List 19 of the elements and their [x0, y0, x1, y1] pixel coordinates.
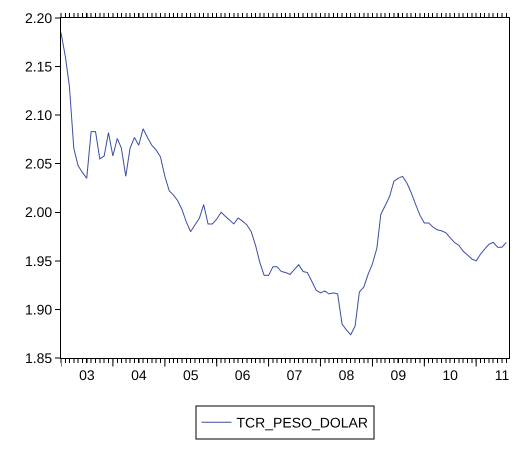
line-series	[61, 32, 507, 336]
y-tick-label: 2.20	[24, 10, 52, 26]
y-tick-label: 2.05	[24, 156, 52, 172]
x-tick-label: 10	[442, 366, 458, 383]
y-tick-label: 1.90	[24, 301, 52, 318]
x-tick-label: 07	[286, 366, 302, 383]
x-tick-label: 04	[131, 366, 147, 383]
y-tick-label: 2.00	[24, 204, 52, 220]
x-tick-label: 11	[494, 366, 510, 383]
y-tick-label: 1.95	[24, 252, 52, 269]
legend-label: TCR_PESO_DOLAR	[236, 414, 368, 431]
x-tick-label: 06	[234, 366, 251, 383]
x-tick-label: 08	[338, 366, 354, 383]
x-tick-label: 05	[182, 366, 199, 383]
x-tick-label: 03	[79, 366, 95, 383]
x-tick-label: 09	[390, 366, 406, 383]
y-tick-label: 1.85	[24, 350, 52, 366]
y-tick-label: 2.10	[24, 107, 52, 124]
y-tick-label: 2.15	[24, 58, 52, 74]
